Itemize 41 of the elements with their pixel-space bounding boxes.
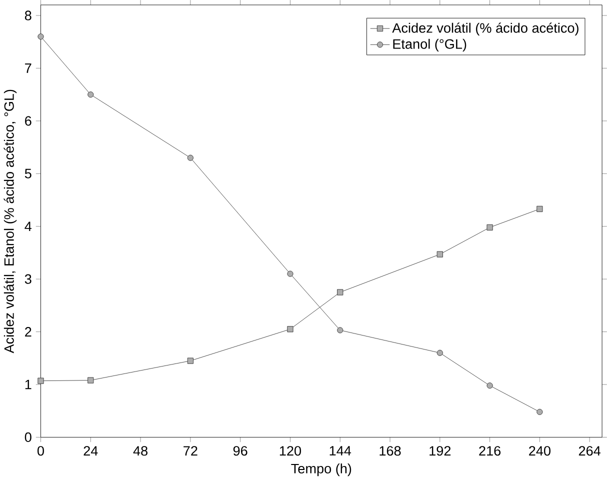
x-tick-label: 96	[233, 446, 248, 456]
x-tick-label: 120	[280, 446, 302, 456]
point	[436, 350, 443, 356]
x-tick-label: 264	[578, 446, 601, 456]
x-tick-label: 216	[479, 446, 501, 456]
x-tick-label: 168	[380, 446, 401, 456]
point	[337, 289, 344, 296]
x-axis-title: Tempo (h)	[291, 464, 352, 476]
point	[187, 358, 194, 364]
y-tick-label: 3	[24, 274, 32, 284]
point	[88, 377, 94, 384]
point	[88, 92, 94, 98]
point	[536, 408, 543, 416]
x-tick-label: 24	[84, 446, 98, 456]
y-tick-label: 8	[24, 10, 32, 20]
point	[287, 270, 294, 277]
x-tick-label: 48	[133, 446, 148, 456]
y-tick-label: 6	[25, 116, 32, 126]
y-tick-label: 5	[24, 168, 32, 178]
point	[287, 326, 294, 332]
point	[337, 327, 344, 334]
point	[38, 34, 44, 40]
y-axis-title: Acidez volátil, Etanol (% ácido acético, °GL)	[4, 90, 17, 354]
point	[486, 224, 493, 231]
point	[38, 378, 44, 384]
legend-label: Acidez volátil (% ácido acético)	[392, 22, 578, 36]
point	[436, 251, 443, 258]
x-tick-label: 144	[330, 446, 352, 456]
y-tick-label: 2	[25, 327, 32, 337]
y-tick-label: 0	[24, 432, 32, 442]
y-tick-label: 7	[25, 64, 32, 73]
x-tick-label: 72	[184, 446, 198, 456]
legend-label: Etanol (°GL)	[393, 38, 466, 52]
x-tick-label: 240	[529, 446, 550, 456]
point	[536, 206, 543, 212]
point	[187, 154, 194, 161]
x-tick-label: 192	[430, 446, 451, 456]
y-tick-label: 4	[24, 222, 32, 232]
y-tick-label: 1	[25, 380, 32, 390]
point	[486, 382, 493, 389]
x-tick-label: 0	[38, 446, 44, 456]
